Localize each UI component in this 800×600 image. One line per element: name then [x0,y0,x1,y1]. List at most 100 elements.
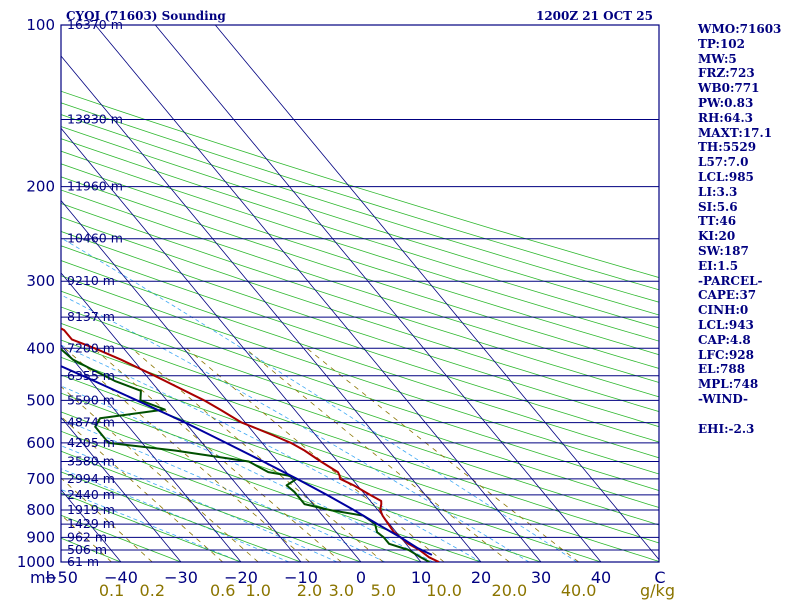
pressure-tick-label: 300 [26,272,55,290]
height-label: 3580 m [67,454,115,469]
isotherm [61,416,182,562]
dry-adiabat [61,306,659,508]
mixing-ratio-line [131,347,384,562]
dry-adiabat [61,260,659,459]
dry-adiabat [61,102,659,291]
moist-adiabat [61,418,386,562]
stability-index-item: LCL:985 [698,169,754,184]
isotherm [61,344,242,562]
dry-adiabat [61,150,659,342]
height-label: 1429 m [67,516,115,531]
isotherm [0,25,1,562]
stability-index-item: TT:46 [698,214,737,229]
isotherm [61,272,302,562]
dry-adiabat [61,176,659,369]
pressure-tick-label: 600 [26,434,55,452]
stability-index-item: SW:187 [698,243,749,258]
stability-index-item: FRZ:723 [698,66,755,81]
height-label: 1919 m [67,502,115,517]
stability-index-item: -PARCEL- [698,273,763,288]
stability-index-item: L57:7.0 [698,155,749,170]
mixing-ratio-tick-label: 0.1 [99,581,124,600]
stability-index-item: CAPE:37 [698,288,757,303]
mixing-ratio-tick-label: 1.0 [245,581,270,600]
stability-index-item: WMO:71603 [698,22,782,36]
parcel-trace [61,365,433,556]
mixing-ratio-line [306,347,579,562]
stability-index-item: WB0:771 [698,81,760,96]
temperature-tick-label: 30 [531,568,551,587]
height-label: 962 m [67,529,107,544]
height-label: 13830 m [67,112,123,127]
height-label: 4205 m [67,435,115,450]
mixing-ratio-tick-label: 2.0 [297,581,322,600]
height-label: 5590 m [67,392,115,407]
isotherm [214,25,659,561]
pressure-unit-label: mb [30,568,56,587]
stability-index-item: EI:1.5 [698,258,739,273]
moist-adiabat [61,468,290,562]
height-label: 6355 m [67,368,115,383]
height-label: 7200 m [67,340,115,355]
mixing-ratio-tick-label: 10.0 [426,581,462,600]
dry-adiabat [0,25,1,562]
stability-index-item: LFC:928 [698,347,754,362]
height-label: 10460 m [67,231,123,246]
temperature-unit-label: C [654,568,665,587]
stability-index-item: EHI:-2.3 [698,421,755,436]
temperature-trace [61,327,440,562]
dry-adiabat [61,322,659,526]
stability-index-item: SI:5.6 [698,199,738,214]
isotherm [154,25,602,562]
dry-adiabat-lines [0,25,659,562]
dry-adiabat [61,138,659,329]
dry-adiabat [61,216,659,412]
frame-border [60,24,660,563]
dry-adiabat [61,90,659,278]
height-label: 506 m [67,542,107,557]
stability-index-panel: WMO:71603 TP:102 MW:5 FRZ:723 WB0:771 PW:0.83… [698,22,798,436]
plot-frame [60,24,660,563]
dewpoint-trace [61,347,430,562]
dry-adiabat [61,189,659,383]
temperature-tick-label: −20 [224,568,258,587]
stability-index-item: CINH:0 [698,303,749,318]
pressure-tick-label: 400 [26,339,55,357]
stability-index-item: MW:5 [698,51,737,66]
height-label: 61 m [67,554,99,569]
temperature-tick-label: 20 [471,568,491,587]
isotherm [94,25,542,562]
temperature-tick-label: 10 [411,568,431,587]
dry-adiabat [61,290,659,491]
isobar-lines [61,24,659,563]
pressure-tick-label: 100 [26,16,55,34]
dry-adiabat [61,275,659,475]
mixing-ratio-tick-label: 0.6 [210,581,235,600]
height-label: 2440 m [67,487,115,502]
isotherm [61,127,422,562]
stability-index-item: PW:0.83 [698,95,754,110]
pressure-tick-label: 800 [26,501,55,519]
stability-index-item: TP:102 [698,36,746,51]
stability-index-item: MPL:748 [698,377,759,392]
temperature-tick-label: −30 [164,568,198,587]
stability-index-item: LI:3.3 [698,184,738,199]
stability-index-item: KI:20 [698,229,736,244]
temperature-tick-label: −50 [44,568,78,587]
height-label: 2994 m [67,471,115,486]
stability-index-item [698,407,798,422]
dry-adiabat [61,126,659,316]
height-label: 9210 m [67,273,115,288]
moist-adiabat [61,385,434,562]
stability-index-item: MAXT:17.1 [698,125,773,140]
mixing-ratio-tick-label: 5.0 [371,581,396,600]
stability-index-item: EL:788 [698,362,746,377]
stability-index-item: RH:64.3 [698,110,753,125]
dry-adiabat [61,230,659,428]
temperature-tick-label: 0 [356,568,366,587]
dry-adiabat [61,163,659,356]
temperature-tick-label: −40 [104,568,138,587]
height-label: 11960 m [67,179,123,194]
